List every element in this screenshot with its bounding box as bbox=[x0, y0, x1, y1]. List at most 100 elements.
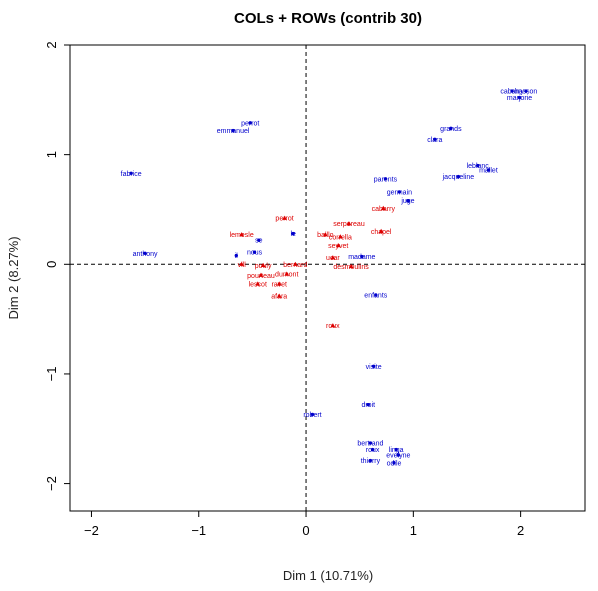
col-point-marker bbox=[239, 232, 245, 237]
point-label: pouly bbox=[255, 263, 272, 270]
y-tick-label: 1 bbox=[44, 151, 59, 158]
col-point-marker bbox=[335, 243, 341, 248]
chart-title: COLs + ROWs (contrib 30) bbox=[234, 10, 422, 27]
row-point-marker bbox=[449, 126, 453, 131]
point-label: lemesle bbox=[230, 232, 254, 239]
col-point-marker bbox=[337, 234, 343, 239]
plot-frame bbox=[69, 44, 586, 512]
point-label: chapel bbox=[371, 229, 392, 236]
point-label: odile bbox=[387, 460, 402, 467]
point-label: roux bbox=[326, 323, 340, 330]
point-label: emmanuel bbox=[217, 128, 250, 135]
point-label: marjorie bbox=[507, 95, 532, 102]
row-point-marker bbox=[394, 447, 398, 452]
point-label: corrella bbox=[329, 234, 352, 241]
point-label: juge bbox=[400, 198, 414, 205]
col-point-marker bbox=[258, 272, 264, 277]
point-label: seyvet bbox=[328, 243, 348, 250]
point-label: enfants bbox=[364, 292, 387, 299]
row-point-marker bbox=[310, 412, 315, 417]
point-label: leblanc bbox=[467, 163, 490, 170]
y-axis: −2 −1 0 1 2 bbox=[44, 41, 70, 491]
row-point-marker bbox=[371, 364, 376, 368]
row-point-marker bbox=[486, 168, 491, 172]
row-point-marker bbox=[368, 458, 373, 463]
col-point-marker bbox=[284, 271, 290, 276]
row-point-marker bbox=[252, 250, 257, 254]
point-label: pourteau bbox=[247, 273, 275, 280]
y-tick-label: −1 bbox=[44, 367, 59, 382]
point-label: linga bbox=[389, 447, 404, 454]
col-point-marker bbox=[346, 221, 352, 226]
row-point-marker bbox=[374, 293, 378, 297]
reference-lines bbox=[70, 45, 585, 511]
col-point-marker bbox=[276, 281, 282, 286]
x-axis: −2 −1 0 1 2 bbox=[84, 511, 524, 538]
col-series: perrot serpereau cabarry chapel lemesle baill… bbox=[230, 205, 395, 330]
row-point-marker bbox=[383, 177, 388, 181]
row-point-marker bbox=[510, 89, 514, 93]
point-label: germain bbox=[387, 189, 412, 196]
point-label: il bbox=[235, 253, 239, 260]
point-label: fabrice bbox=[121, 171, 142, 178]
row-point-marker bbox=[396, 453, 401, 457]
point-label: madame bbox=[348, 254, 375, 261]
point-label: afara bbox=[271, 294, 287, 301]
row-point-marker bbox=[517, 95, 522, 100]
row-point-marker bbox=[248, 121, 252, 125]
row-point-marker bbox=[257, 238, 261, 242]
y-tick-label: 2 bbox=[44, 41, 59, 48]
point-label: bernard bbox=[283, 262, 307, 269]
row-point-marker bbox=[129, 171, 133, 175]
point-label: cabarry bbox=[500, 89, 524, 96]
y-tick-label: −2 bbox=[44, 476, 59, 491]
point-label: hasson bbox=[515, 89, 538, 96]
col-point-marker bbox=[292, 261, 298, 266]
col-point-marker bbox=[276, 293, 282, 298]
x-tick-label: 2 bbox=[517, 523, 524, 538]
x-axis-label: Dim 1 (10.71%) bbox=[283, 568, 373, 583]
point-label: ucar bbox=[326, 255, 340, 262]
point-label: roux bbox=[366, 447, 380, 454]
point-label: vill bbox=[238, 262, 247, 269]
x-tick-label: 1 bbox=[410, 523, 417, 538]
row-point-marker bbox=[143, 251, 147, 256]
point-label: se bbox=[255, 238, 263, 245]
x-tick-label: 0 bbox=[302, 523, 309, 538]
point-label: visite bbox=[366, 364, 382, 371]
row-point-marker bbox=[231, 128, 235, 133]
point-label: perrot bbox=[275, 216, 293, 223]
col-point-marker bbox=[380, 205, 386, 210]
point-label: clara bbox=[427, 137, 442, 144]
point-label: lescot bbox=[249, 282, 267, 289]
data-points: cabarryhassonmarjoriegrandsclaraperrotem… bbox=[121, 89, 538, 468]
row-point-marker bbox=[366, 402, 370, 407]
point-label: parents bbox=[374, 176, 398, 183]
point-label: nous bbox=[247, 250, 263, 257]
point-label: thierry bbox=[361, 458, 381, 465]
point-label: mallet bbox=[479, 167, 498, 174]
y-axis-label: Dim 2 (8.27%) bbox=[6, 236, 21, 319]
point-label: anthony bbox=[133, 251, 158, 258]
point-label: serpereau bbox=[333, 221, 365, 228]
row-point-marker bbox=[368, 441, 373, 445]
row-point-marker bbox=[291, 231, 295, 236]
row-point-marker bbox=[406, 198, 410, 203]
point-label: desmoulins bbox=[333, 264, 369, 271]
col-point-marker bbox=[330, 255, 336, 260]
point-label: grands bbox=[440, 126, 462, 133]
point-label: baillo bbox=[317, 232, 333, 239]
row-point-marker bbox=[476, 163, 480, 168]
y-tick-label: 0 bbox=[44, 261, 59, 268]
point-label: le bbox=[290, 231, 296, 238]
col-point-marker bbox=[255, 281, 261, 286]
row-point-marker bbox=[524, 89, 528, 93]
row-point-marker bbox=[360, 254, 364, 259]
row-point-marker bbox=[433, 137, 437, 141]
point-label: evelyne bbox=[386, 453, 410, 460]
point-label: dumont bbox=[275, 272, 298, 279]
point-label: droit bbox=[361, 402, 375, 409]
point-label: perrot bbox=[241, 120, 259, 127]
x-tick-label: −1 bbox=[191, 523, 206, 538]
